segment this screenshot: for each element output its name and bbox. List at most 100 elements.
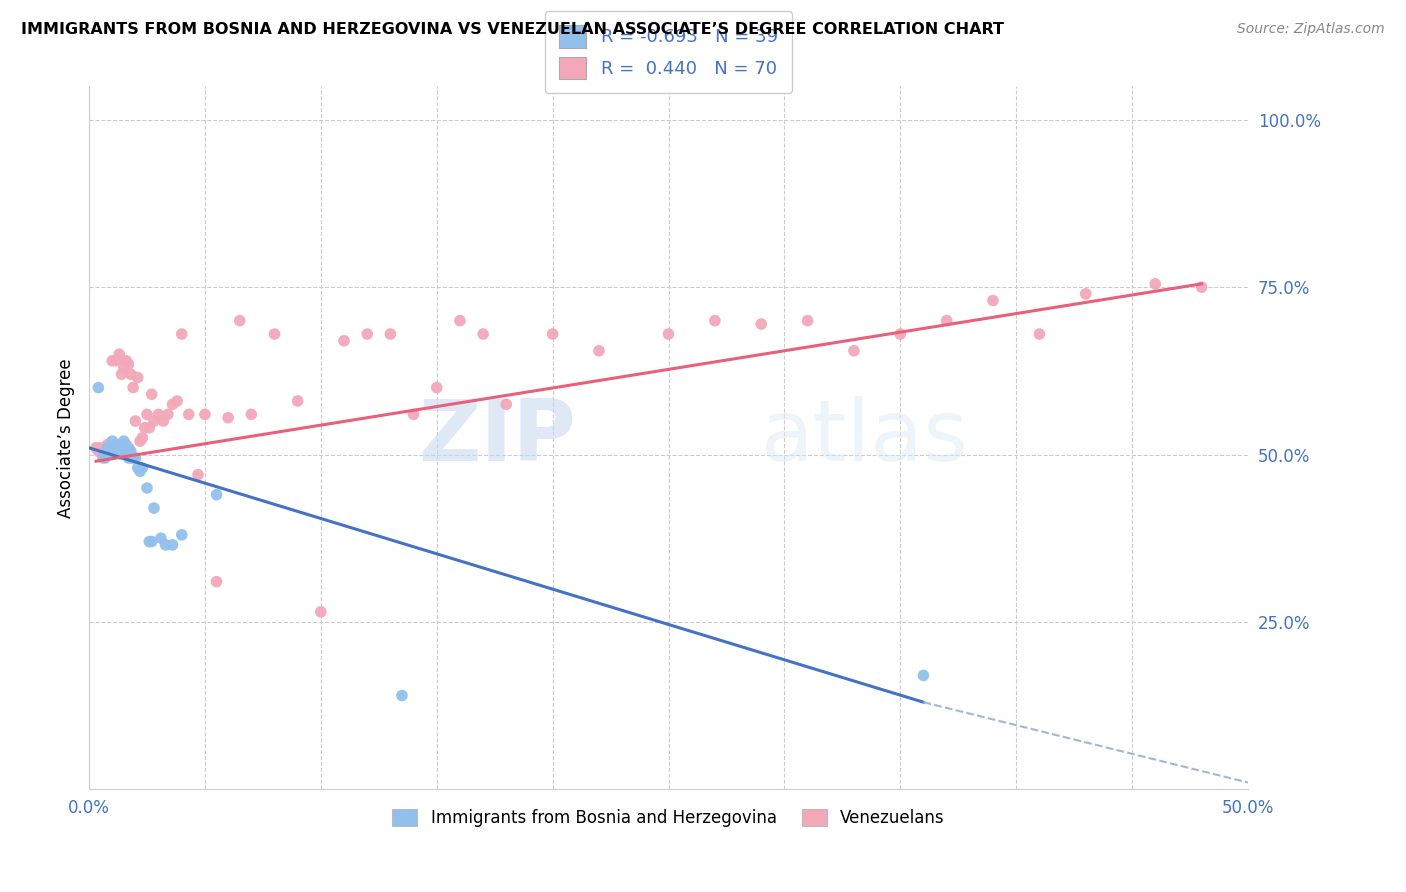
Text: ZIP: ZIP xyxy=(418,396,576,479)
Point xyxy=(166,394,188,409)
Point xyxy=(97,437,120,451)
Point xyxy=(796,313,818,327)
Y-axis label: Associate’s Degree: Associate’s Degree xyxy=(58,358,75,517)
Text: Source: ZipAtlas.com: Source: ZipAtlas.com xyxy=(1237,22,1385,37)
Point xyxy=(472,326,495,341)
Point xyxy=(981,293,1004,308)
Point xyxy=(120,444,142,458)
Point xyxy=(1074,286,1097,301)
Point xyxy=(127,370,149,384)
Point xyxy=(156,408,179,422)
Point xyxy=(108,441,131,455)
Point xyxy=(217,410,239,425)
Point xyxy=(229,313,252,327)
Point xyxy=(115,444,138,458)
Point xyxy=(98,444,121,458)
Point xyxy=(91,444,114,458)
Point xyxy=(117,450,139,465)
Point xyxy=(138,534,160,549)
Point xyxy=(170,326,193,341)
Point xyxy=(449,313,471,327)
Point xyxy=(205,488,228,502)
Point xyxy=(141,387,163,401)
Point xyxy=(194,408,217,422)
Point xyxy=(155,538,177,552)
Point xyxy=(122,381,145,395)
Point xyxy=(703,313,725,327)
Point xyxy=(124,414,146,428)
Point xyxy=(120,450,142,465)
Point xyxy=(115,353,138,368)
Point xyxy=(187,467,209,482)
Point xyxy=(105,437,128,451)
Point xyxy=(84,441,107,455)
Point xyxy=(263,326,285,341)
Point xyxy=(134,421,156,435)
Point xyxy=(129,434,152,449)
Point xyxy=(90,441,112,455)
Point xyxy=(103,444,125,458)
Point xyxy=(136,408,159,422)
Point xyxy=(101,448,124,462)
Point xyxy=(110,448,132,462)
Point xyxy=(162,538,184,552)
Point xyxy=(149,531,172,545)
Point xyxy=(333,334,356,348)
Point xyxy=(138,421,160,435)
Point xyxy=(101,353,124,368)
Point xyxy=(588,343,610,358)
Point xyxy=(105,437,128,451)
Point xyxy=(136,481,159,495)
Point xyxy=(112,434,135,449)
Point xyxy=(108,444,131,458)
Point xyxy=(380,326,402,341)
Point xyxy=(177,408,200,422)
Point xyxy=(110,441,132,455)
Point xyxy=(1028,326,1050,341)
Point xyxy=(143,414,166,428)
Point xyxy=(842,343,865,358)
Point xyxy=(108,347,131,361)
Point xyxy=(205,574,228,589)
Point xyxy=(105,353,128,368)
Point xyxy=(87,444,110,458)
Point xyxy=(122,450,145,465)
Point xyxy=(127,461,149,475)
Point xyxy=(131,461,153,475)
Point xyxy=(105,444,128,458)
Point xyxy=(108,441,131,455)
Point xyxy=(115,441,138,455)
Point xyxy=(87,381,110,395)
Point xyxy=(1191,280,1213,294)
Point xyxy=(148,408,170,422)
Point xyxy=(143,501,166,516)
Point xyxy=(356,326,378,341)
Point xyxy=(309,605,332,619)
Point xyxy=(115,444,138,458)
Point xyxy=(152,414,174,428)
Point xyxy=(1144,277,1167,291)
Point xyxy=(402,408,425,422)
Point xyxy=(141,534,163,549)
Point xyxy=(495,397,517,411)
Point xyxy=(98,444,121,458)
Point xyxy=(97,441,120,455)
Point xyxy=(912,668,935,682)
Legend: Immigrants from Bosnia and Herzegovina, Venezuelans: Immigrants from Bosnia and Herzegovina, … xyxy=(385,802,952,834)
Point xyxy=(103,441,125,455)
Point xyxy=(117,357,139,371)
Point xyxy=(112,437,135,451)
Point xyxy=(115,437,138,451)
Point xyxy=(749,317,772,331)
Point xyxy=(110,441,132,455)
Point xyxy=(101,437,124,451)
Point xyxy=(101,434,124,449)
Point xyxy=(120,368,142,382)
Point xyxy=(170,528,193,542)
Point xyxy=(541,326,564,341)
Point xyxy=(117,441,139,455)
Point xyxy=(391,689,413,703)
Point xyxy=(889,326,911,341)
Point xyxy=(935,313,957,327)
Point xyxy=(112,444,135,458)
